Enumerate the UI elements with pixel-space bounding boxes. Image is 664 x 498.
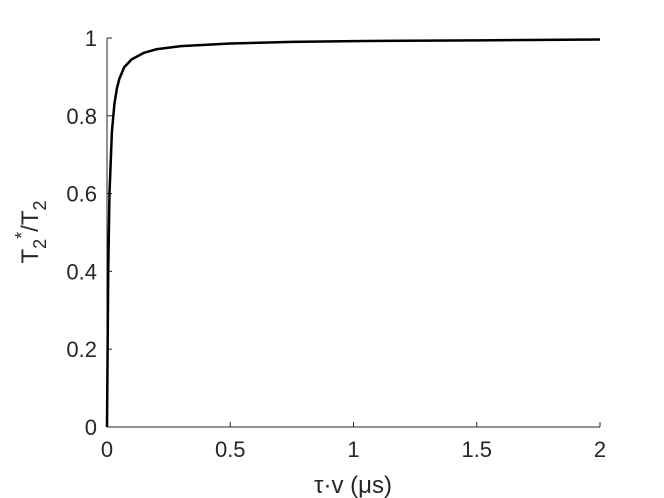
y-axis-label-part: * [12,232,32,239]
y-tick-label: 0.2 [66,337,97,362]
y-axis-label-part: 2 [30,200,50,210]
y-tick-label: 0.6 [66,182,97,207]
x-tick-label: 1 [347,437,359,462]
y-tick-label: 1 [85,26,97,51]
y-tick-label: 0.4 [66,259,97,284]
y-tick-label: 0 [85,415,97,440]
y-tick-label: 0.8 [66,104,97,129]
line [105,38,601,428]
x-axis-label: τ·v (μs) [314,472,392,498]
x-tick-label: 2 [594,437,606,462]
x-tick-label: 0 [101,437,113,462]
x-tick-label: 0.5 [215,437,246,462]
y-axis-label-part: T [17,249,44,264]
y-axis-label: T2*/T2 [12,200,50,263]
y-axis-label-part: /T [17,210,44,232]
y-axis-label-part: 2 [30,239,50,249]
x-tick-label: 1.5 [461,437,492,462]
